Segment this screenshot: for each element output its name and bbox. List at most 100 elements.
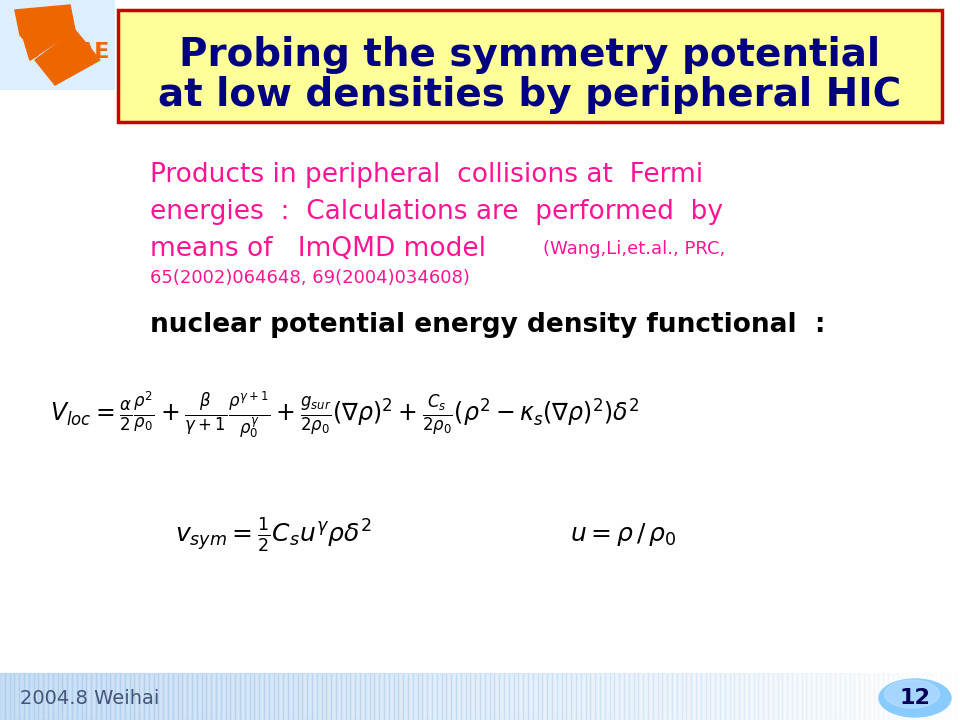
Bar <box>226 673 230 720</box>
Polygon shape <box>15 10 38 60</box>
Bar <box>350 673 355 720</box>
Bar <box>456 673 461 720</box>
Bar <box>158 673 163 720</box>
Bar <box>144 673 149 720</box>
Bar <box>806 673 811 720</box>
Bar <box>312 673 317 720</box>
Bar <box>96 673 101 720</box>
Text: 12: 12 <box>900 688 930 708</box>
Bar <box>293 673 298 720</box>
Bar <box>778 673 782 720</box>
Bar <box>941 673 946 720</box>
Bar <box>389 673 394 720</box>
Bar <box>211 673 216 720</box>
Bar <box>811 673 816 720</box>
Bar <box>710 673 715 720</box>
Bar <box>134 673 139 720</box>
Bar <box>221 673 226 720</box>
Bar <box>466 673 470 720</box>
Bar <box>874 673 878 720</box>
Bar <box>197 673 202 720</box>
Bar <box>106 673 110 720</box>
Bar <box>869 673 874 720</box>
Bar <box>62 673 67 720</box>
Bar <box>586 673 590 720</box>
Bar <box>451 673 456 720</box>
Text: AE: AE <box>78 42 110 62</box>
Bar <box>53 673 58 720</box>
Bar <box>696 673 701 720</box>
Bar <box>571 673 576 720</box>
Bar <box>120 673 125 720</box>
Bar <box>43 673 48 720</box>
Bar <box>82 673 86 720</box>
Bar <box>701 673 706 720</box>
Text: $v_{sym} = \frac{1}{2} C_s u^{\gamma} \rho \delta^2$: $v_{sym} = \frac{1}{2} C_s u^{\gamma} \r… <box>175 516 372 554</box>
Bar <box>542 673 547 720</box>
Bar <box>734 673 739 720</box>
FancyBboxPatch shape <box>0 0 115 90</box>
Bar <box>514 673 518 720</box>
Bar <box>77 673 82 720</box>
Bar <box>638 673 643 720</box>
Bar <box>758 673 763 720</box>
Bar <box>763 673 768 720</box>
Bar <box>298 673 302 720</box>
Bar <box>682 673 686 720</box>
Bar <box>504 673 509 720</box>
Bar <box>950 673 955 720</box>
Bar <box>336 673 341 720</box>
Bar <box>946 673 950 720</box>
Bar <box>360 673 365 720</box>
Bar <box>418 673 422 720</box>
Bar <box>163 673 168 720</box>
Bar <box>437 673 442 720</box>
Bar <box>624 673 629 720</box>
Bar <box>662 673 667 720</box>
Bar <box>672 673 677 720</box>
Bar <box>754 673 758 720</box>
Bar <box>706 673 710 720</box>
Bar <box>835 673 840 720</box>
Bar <box>331 673 336 720</box>
Ellipse shape <box>879 679 951 717</box>
Bar <box>643 673 648 720</box>
Bar <box>840 673 845 720</box>
Bar <box>240 673 245 720</box>
Text: 65(2002)064648, 69(2004)034608): 65(2002)064648, 69(2004)034608) <box>150 269 469 287</box>
Bar <box>576 673 581 720</box>
Bar <box>110 673 115 720</box>
Bar <box>715 673 720 720</box>
Bar <box>744 673 749 720</box>
Bar <box>288 673 293 720</box>
Bar <box>600 673 605 720</box>
Text: $u = \rho\,/\,\rho_0$: $u = \rho\,/\,\rho_0$ <box>570 521 677 549</box>
Bar <box>797 673 802 720</box>
Bar <box>216 673 221 720</box>
Bar <box>936 673 941 720</box>
Bar <box>768 673 773 720</box>
Bar <box>845 673 850 720</box>
Bar <box>86 673 91 720</box>
Bar <box>821 673 826 720</box>
Bar <box>590 673 595 720</box>
Bar <box>230 673 235 720</box>
Bar <box>917 673 922 720</box>
Bar <box>470 673 475 720</box>
Bar <box>187 673 192 720</box>
Bar <box>168 673 173 720</box>
Bar <box>518 673 523 720</box>
Bar <box>370 673 374 720</box>
Bar <box>634 673 638 720</box>
Bar <box>274 673 278 720</box>
Bar <box>566 673 571 720</box>
Bar <box>562 673 566 720</box>
Bar <box>480 673 485 720</box>
Bar <box>101 673 106 720</box>
Bar <box>182 673 187 720</box>
Bar <box>538 673 542 720</box>
Bar <box>475 673 480 720</box>
Bar <box>254 673 259 720</box>
Polygon shape <box>35 30 100 85</box>
Bar <box>384 673 389 720</box>
